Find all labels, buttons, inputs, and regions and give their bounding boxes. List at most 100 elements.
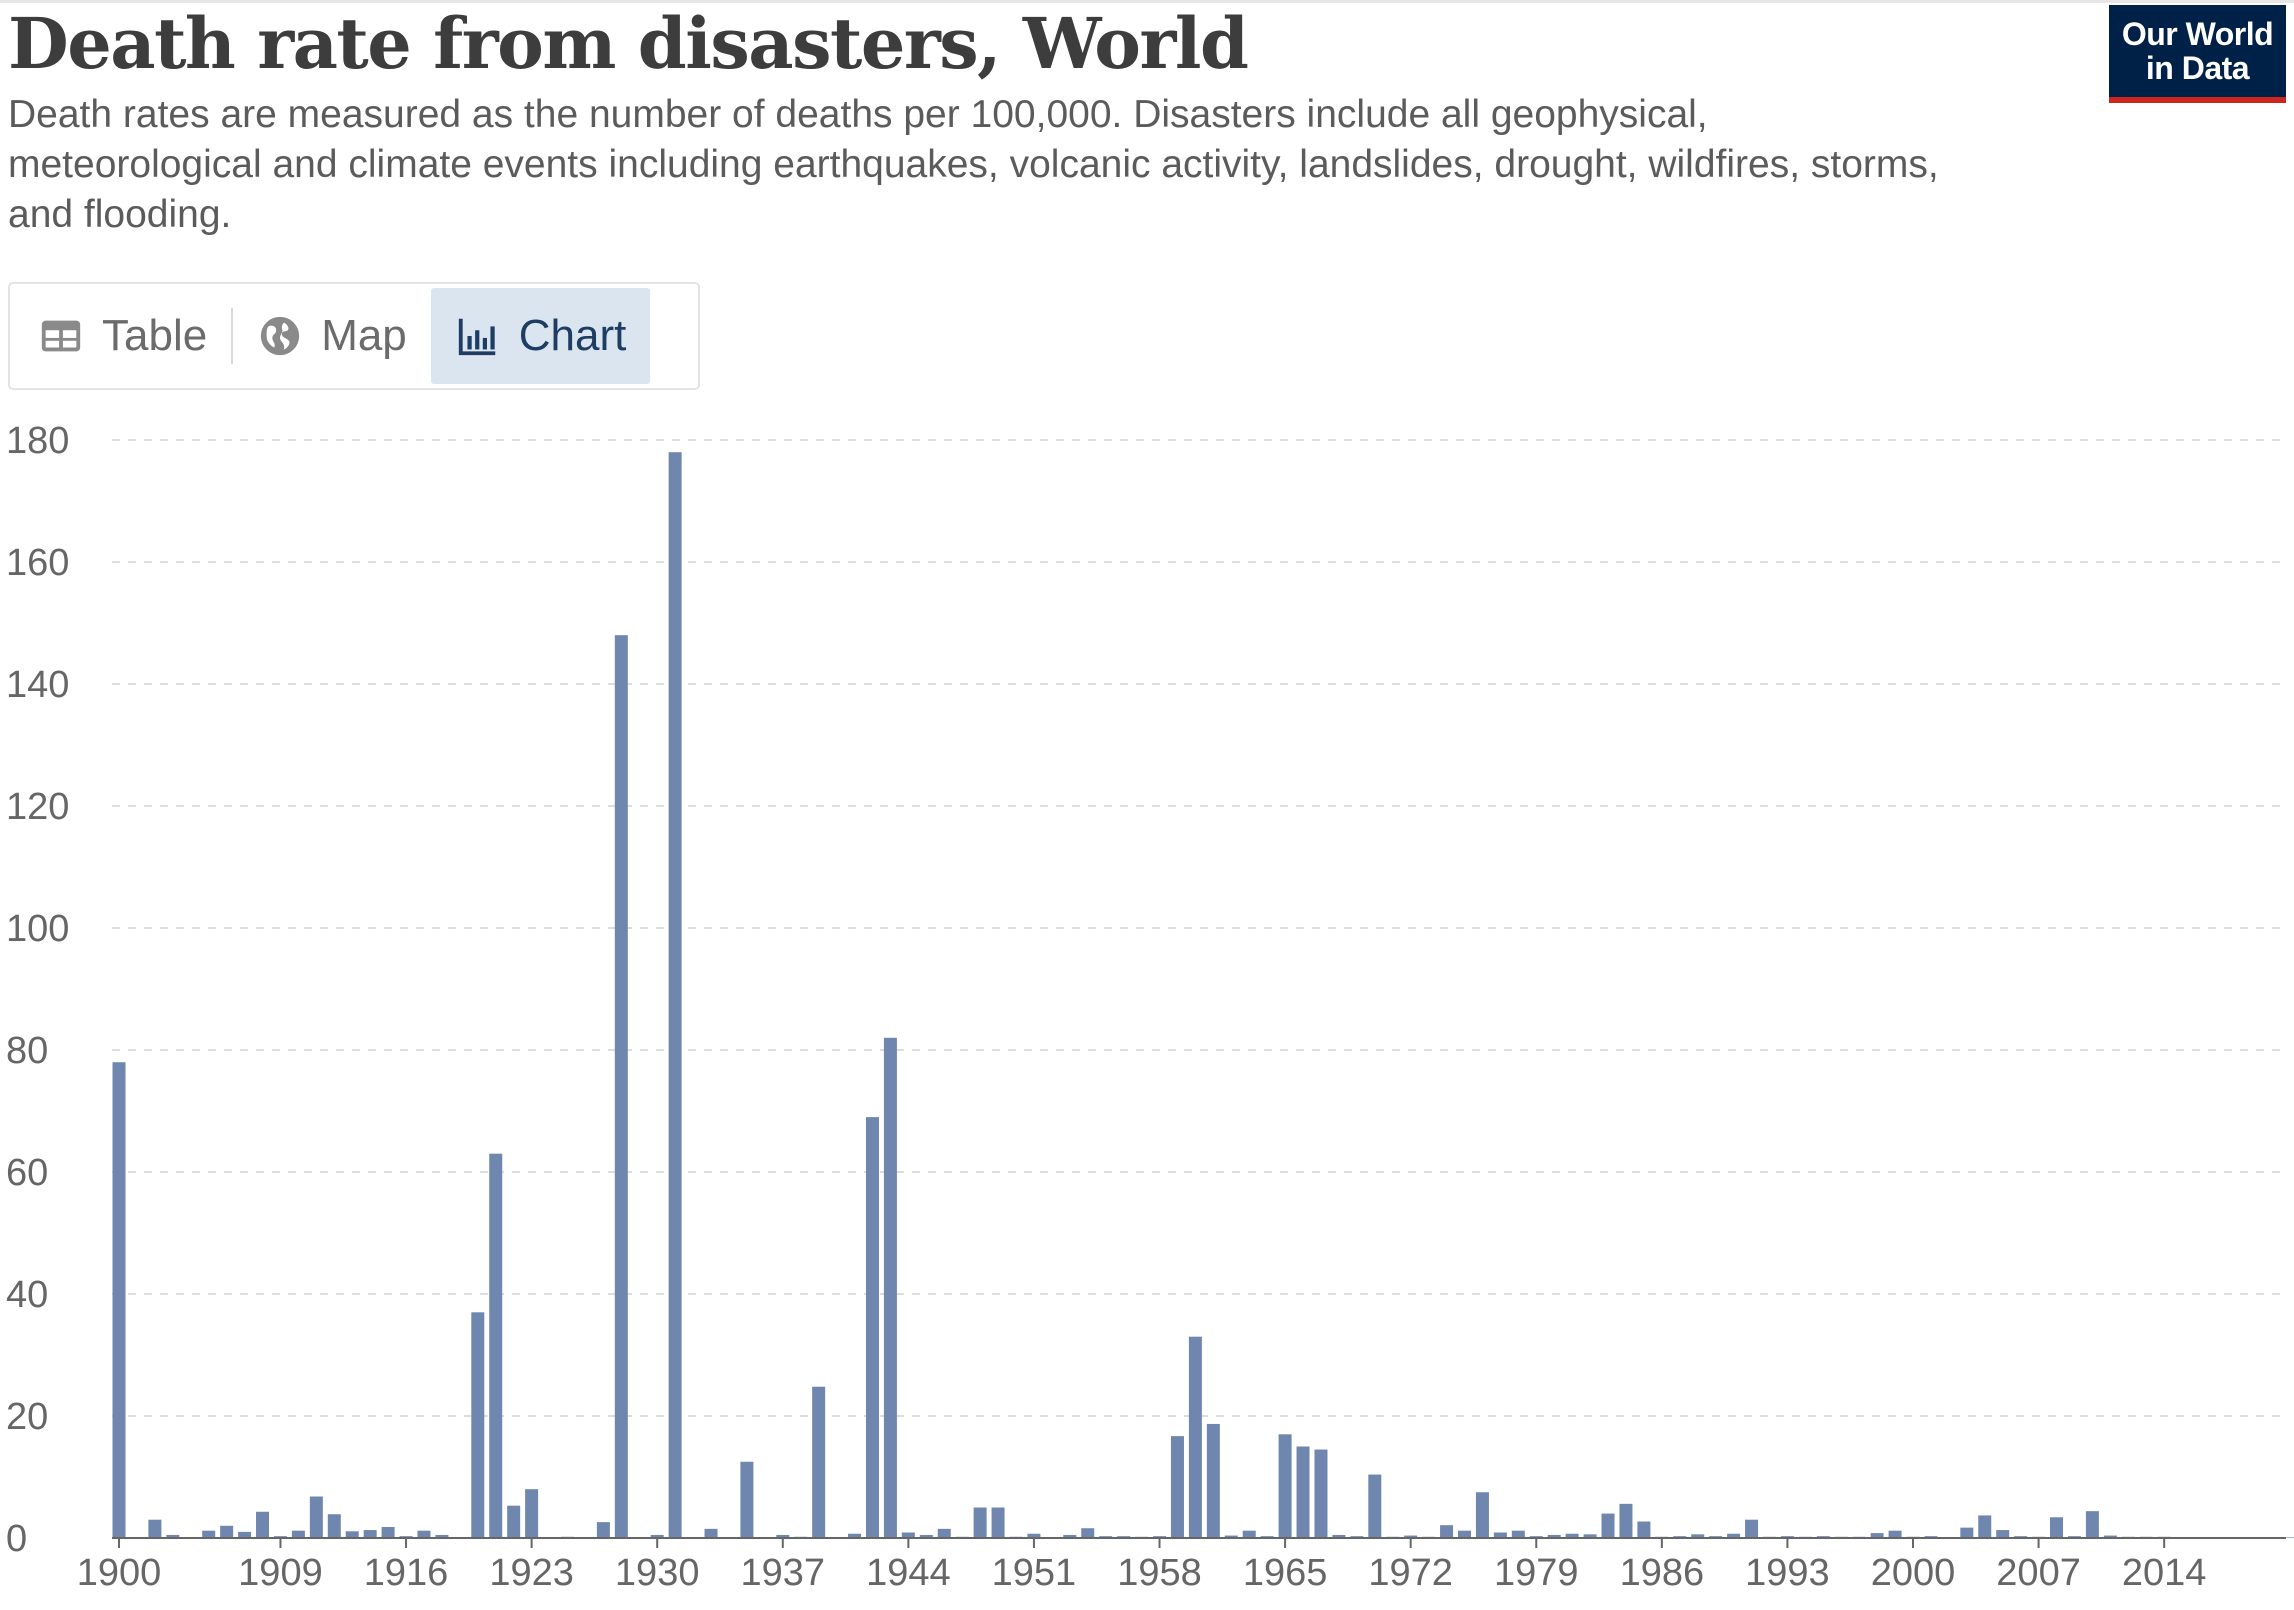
bar-chart: 0 20 40 60 80 100 120 140 160 180 1900 1909 1916 192… — [6, 420, 2294, 1594]
bar[interactable] — [1691, 1534, 1705, 1538]
bar[interactable] — [148, 1519, 162, 1538]
bar[interactable] — [166, 1534, 180, 1538]
grid-lines — [112, 439, 2286, 1417]
y-tick-label: 80 — [6, 1030, 48, 1072]
bar[interactable] — [901, 1532, 915, 1538]
bar[interactable] — [1063, 1534, 1077, 1538]
x-tick-label: 2000 — [1871, 1552, 1956, 1594]
bar[interactable] — [1888, 1530, 1902, 1538]
x-tick-label: 1972 — [1368, 1552, 1453, 1594]
y-tick-label: 120 — [6, 786, 69, 828]
bar[interactable] — [1368, 1474, 1382, 1538]
x-tick-label: 1900 — [77, 1552, 162, 1594]
bar[interactable] — [1404, 1535, 1418, 1538]
y-tick-label: 180 — [6, 420, 69, 462]
bar[interactable] — [2050, 1517, 2064, 1538]
bar[interactable] — [1206, 1423, 1220, 1538]
bar[interactable] — [1996, 1530, 2010, 1538]
bar[interactable] — [1458, 1530, 1471, 1538]
bar[interactable] — [1296, 1446, 1310, 1539]
bars — [112, 452, 2294, 1539]
bar[interactable] — [1188, 1336, 1202, 1538]
bar[interactable] — [1224, 1535, 1238, 1538]
bar[interactable] — [238, 1531, 252, 1538]
bar[interactable] — [291, 1530, 305, 1538]
bar[interactable] — [596, 1522, 610, 1538]
bar[interactable] — [1619, 1503, 1633, 1538]
tab-divider — [231, 308, 234, 364]
logo-line-1: Our World — [2121, 16, 2274, 52]
bar[interactable] — [1601, 1513, 1615, 1538]
chart-title: Death rate from disasters, World — [8, 2, 1249, 85]
bar[interactable] — [1278, 1434, 1292, 1538]
bar[interactable] — [1583, 1534, 1597, 1538]
bar[interactable] — [1547, 1534, 1561, 1538]
bar[interactable] — [919, 1534, 933, 1538]
bar[interactable] — [973, 1507, 987, 1539]
bar[interactable] — [1475, 1492, 1489, 1538]
bar[interactable] — [2085, 1511, 2099, 1538]
tab-map[interactable]: Map — [233, 288, 431, 384]
bar[interactable] — [112, 1062, 126, 1538]
bar[interactable] — [1511, 1530, 1525, 1538]
bar[interactable] — [614, 635, 628, 1538]
bar[interactable] — [1727, 1533, 1741, 1538]
bar[interactable] — [1332, 1534, 1346, 1538]
owid-logo[interactable]: Our World in Data — [2109, 5, 2286, 103]
bar[interactable] — [1870, 1533, 1884, 1538]
bar[interactable] — [1565, 1533, 1579, 1538]
bar[interactable] — [865, 1117, 879, 1538]
bar[interactable] — [1027, 1533, 1041, 1538]
y-tick-label: 0 — [6, 1518, 27, 1560]
x-tick-label: 1986 — [1620, 1552, 1705, 1594]
bar[interactable] — [937, 1528, 951, 1538]
bar[interactable] — [650, 1534, 664, 1538]
bar[interactable] — [256, 1511, 270, 1538]
x-axis-labels: 1900 1909 1916 1923 1930 1937 1944 1951 1958 1965… — [77, 1538, 2206, 1594]
bar[interactable] — [525, 1489, 539, 1538]
bar[interactable] — [435, 1534, 449, 1538]
x-tick-label: 1979 — [1494, 1552, 1579, 1594]
x-tick-label: 1930 — [615, 1552, 700, 1594]
bar[interactable] — [381, 1527, 395, 1538]
tab-table[interactable]: Table — [14, 288, 231, 384]
bar[interactable] — [309, 1496, 323, 1538]
chart-subtitle: Death rates are measured as the number o… — [8, 93, 1939, 236]
bar[interactable] — [1440, 1525, 1454, 1538]
bar[interactable] — [883, 1037, 897, 1538]
bar[interactable] — [345, 1531, 359, 1538]
bar[interactable] — [1978, 1515, 1992, 1538]
bar[interactable] — [991, 1507, 1005, 1539]
view-tabs: Table Map Chart — [8, 282, 700, 390]
bar[interactable] — [1242, 1530, 1256, 1538]
bar[interactable] — [2283, 1537, 2294, 1538]
bar[interactable] — [202, 1530, 216, 1538]
bar[interactable] — [1637, 1521, 1651, 1538]
bar[interactable] — [704, 1528, 718, 1538]
bar[interactable] — [812, 1386, 826, 1538]
bar[interactable] — [740, 1461, 754, 1538]
bar[interactable] — [2103, 1535, 2117, 1538]
bar[interactable] — [1081, 1528, 1095, 1538]
bar[interactable] — [1745, 1519, 1759, 1538]
bar[interactable] — [1314, 1449, 1328, 1538]
bar[interactable] — [327, 1514, 341, 1538]
bar[interactable] — [1493, 1532, 1507, 1538]
bar[interactable] — [220, 1525, 234, 1538]
bar[interactable] — [489, 1153, 503, 1538]
bar[interactable] — [417, 1530, 431, 1538]
bar[interactable] — [1960, 1527, 1974, 1538]
bar-chart-icon — [458, 318, 496, 356]
y-tick-label: 140 — [6, 664, 69, 706]
bar[interactable] — [848, 1533, 862, 1538]
bar[interactable] — [668, 452, 682, 1539]
top-border — [0, 0, 2294, 3]
bar[interactable] — [507, 1505, 521, 1538]
x-tick-label: 1993 — [1745, 1552, 1830, 1594]
bar[interactable] — [1170, 1436, 1184, 1538]
bar[interactable] — [363, 1530, 377, 1538]
y-tick-label: 20 — [6, 1396, 48, 1438]
bar[interactable] — [471, 1312, 485, 1538]
bar[interactable] — [776, 1534, 790, 1538]
tab-chart[interactable]: Chart — [430, 288, 651, 384]
